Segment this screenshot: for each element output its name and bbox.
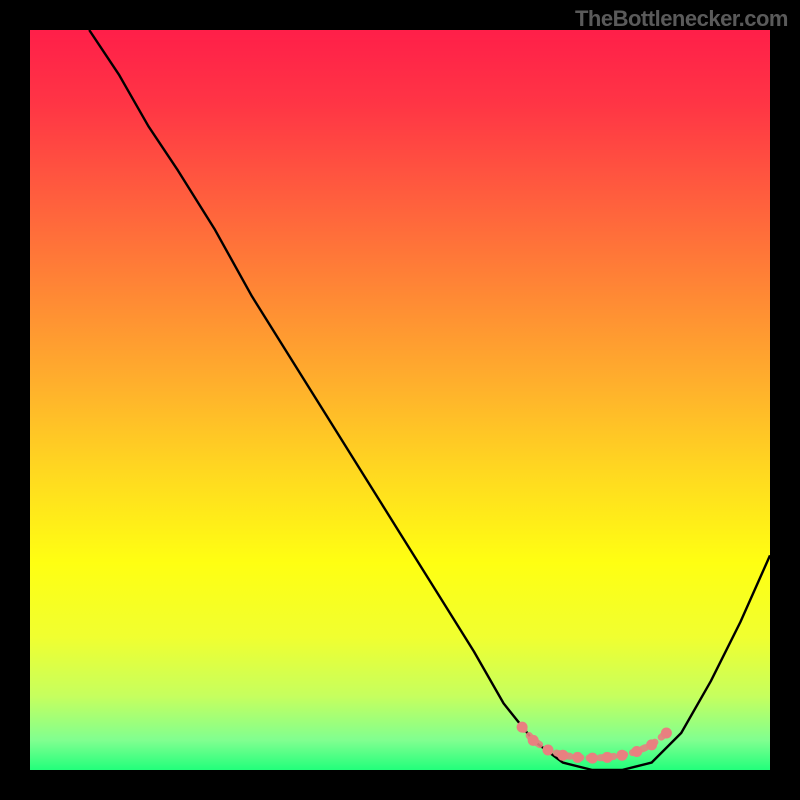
optimal-band-marker [602,752,613,763]
optimal-band-marker [646,739,657,750]
chart-container: TheBottlenecker.com [0,0,800,800]
optimal-band-marker [528,735,539,746]
optimal-band-marker [557,750,568,761]
optimal-band-marker [543,745,554,756]
optimal-band-marker [661,728,672,739]
chart-svg [30,30,770,770]
plot-area [30,30,770,770]
gradient-background [30,30,770,770]
optimal-band-marker [517,722,528,733]
watermark-text: TheBottlenecker.com [575,6,788,32]
optimal-band-marker [617,750,628,761]
optimal-band-marker [572,752,583,763]
optimal-band-marker [587,753,598,764]
optimal-band-marker [631,746,642,757]
